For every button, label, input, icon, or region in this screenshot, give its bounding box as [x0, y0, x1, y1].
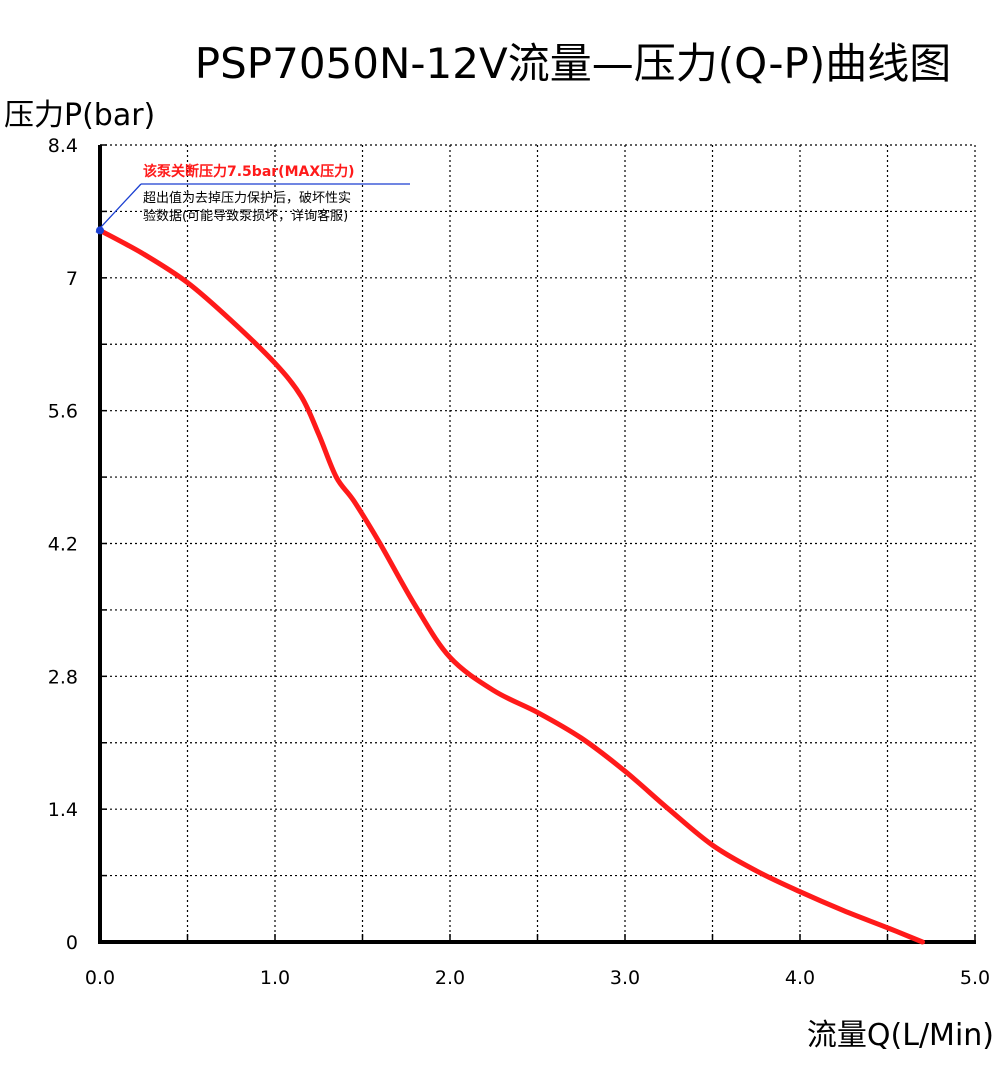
x-tick-label: 0.0: [85, 967, 115, 989]
grid-lines: [100, 144, 976, 942]
y-tick-label: 1.4: [48, 799, 78, 821]
x-tick-label: 5.0: [960, 967, 990, 989]
x-tick-label: 1.0: [260, 967, 290, 989]
y-tick-label: 0: [66, 932, 78, 954]
series-group: [97, 227, 925, 945]
annotation-callout: 该泵关断压力7.5bar(MAX压力) 超出值为去掉压力保护后，破坏性实验数据(可…: [95, 163, 410, 235]
y-tick-label: 8.4: [48, 135, 78, 157]
y-tick-label: 5.6: [48, 401, 78, 423]
x-tick-label: 4.0: [785, 967, 815, 989]
callout-leader-line: [95, 183, 142, 233]
series-line: [97, 227, 925, 945]
x-axis-title: 流量Q(L/Min): [806, 1018, 994, 1053]
annotation-point: [96, 226, 104, 235]
annotation-note-line: 验数据(可能导致泵损坏，详询客服): [143, 208, 348, 224]
chart-title: PSP7050N-12V流量—压力(Q-P)曲线图: [194, 39, 952, 88]
y-tick-label: 2.8: [48, 666, 78, 688]
y-tick-label: 4.2: [48, 534, 78, 556]
x-tick-label: 3.0: [610, 967, 640, 989]
tick-labels: 0.0 1.0 2.0 3.0 4.0 5.0 0 1.4 2.8 4.2 5.6 7 8.4: [48, 135, 990, 989]
x-tick-label: 2.0: [435, 967, 465, 989]
y-tick-label: 7: [66, 268, 78, 290]
annotation-note-line: 超出值为去掉压力保护后，破坏性实: [143, 190, 351, 206]
annotation-title: 该泵关断压力7.5bar(MAX压力): [143, 163, 355, 180]
axes: [98, 144, 976, 944]
y-axis-title: 压力P(bar): [4, 98, 156, 133]
